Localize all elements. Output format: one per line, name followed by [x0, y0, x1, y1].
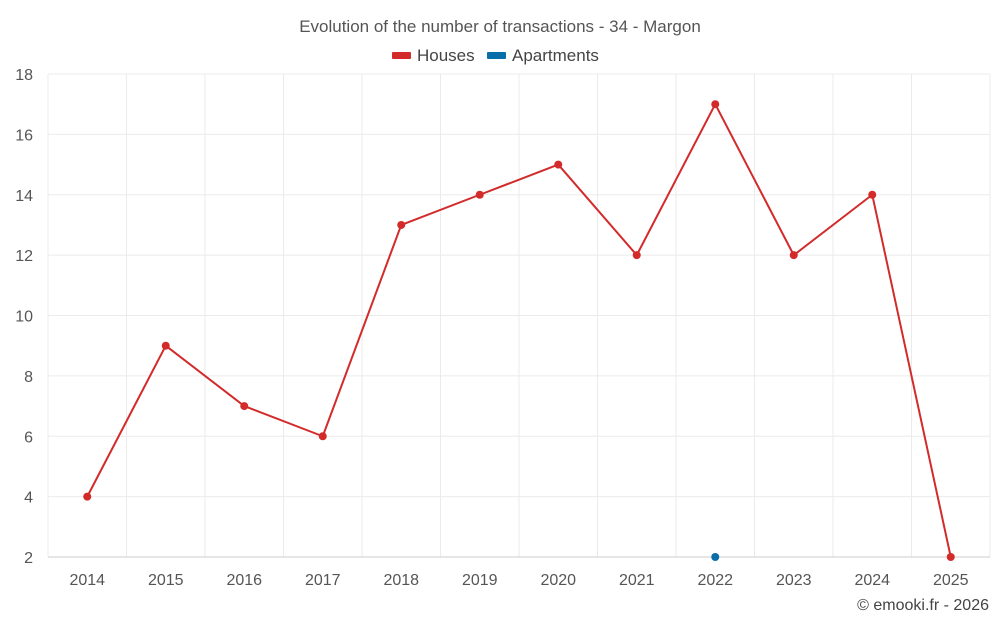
y-tick-label: 16	[15, 127, 33, 144]
data-point-houses-2023[interactable]: 2023: 12	[789, 251, 798, 260]
legend-label-apartments: Apartments	[512, 46, 599, 65]
y-tick-label: 2	[24, 550, 33, 567]
y-tick-label: 4	[24, 490, 33, 507]
data-point-houses-2017[interactable]: 2017: 6	[318, 432, 327, 441]
data-point-houses-2014[interactable]: 2014: 4	[83, 492, 92, 501]
x-tick-label: 2016	[226, 572, 262, 589]
series-layer: 2014: 4 2015: 9 2016: 7 2017: 6 2018: 13 2019…	[83, 100, 955, 561]
x-tick-label: 2024	[854, 572, 890, 589]
legend-swatch-apartments	[487, 52, 506, 59]
y-tick-label: 18	[15, 67, 33, 84]
legend-item-apartments[interactable]: Apartments	[487, 46, 599, 65]
series-houses: 2014: 4 2015: 9 2016: 7 2017: 6 2018: 13 2019…	[83, 100, 955, 561]
data-point-houses-2018[interactable]: 2018: 13	[397, 220, 406, 229]
y-tick-label: 10	[15, 309, 33, 326]
chart-title: Evolution of the number of transactions …	[299, 17, 701, 36]
x-tick-label: 2015	[148, 572, 184, 589]
x-tick-label: 2025	[933, 572, 969, 589]
x-tick-label: 2022	[697, 572, 733, 589]
data-point-houses-2021[interactable]: 2021: 12	[632, 251, 641, 260]
y-tick-label: 8	[24, 369, 33, 386]
y-tick-label: 6	[24, 429, 33, 446]
series-line-houses	[86, 103, 952, 558]
data-point-houses-2019[interactable]: 2019: 14	[475, 190, 484, 199]
data-point-houses-2025[interactable]: 2025: 2	[946, 553, 955, 561]
legend-item-houses[interactable]: Houses	[392, 46, 475, 65]
data-point-houses-2022[interactable]: 2022: 17	[711, 100, 720, 109]
x-tick-label: 2014	[69, 572, 105, 589]
data-point-houses-2016[interactable]: 2016: 7	[240, 402, 249, 411]
x-tick-label: 2017	[305, 572, 341, 589]
data-point-apartments-2022[interactable]: 2022: 2	[711, 553, 720, 561]
x-tick-label: 2021	[619, 572, 655, 589]
data-point-houses-2015[interactable]: 2015: 9	[161, 341, 170, 350]
legend-swatch-houses	[392, 52, 411, 59]
legend: Houses Apartments	[392, 46, 599, 65]
x-tick-label: 2019	[462, 572, 498, 589]
data-point-houses-2024[interactable]: 2024: 14	[868, 190, 877, 199]
x-tick-label: 2018	[383, 572, 419, 589]
y-tick-label: 14	[15, 188, 33, 205]
data-point-houses-2020[interactable]: 2020: 15	[554, 160, 563, 169]
x-tick-label: 2020	[540, 572, 576, 589]
x-tick-label: 2023	[776, 572, 812, 589]
series-apartments: 2022: 2	[711, 553, 720, 561]
legend-label-houses: Houses	[417, 46, 475, 65]
credit: © emooki.fr - 2026	[857, 597, 989, 614]
x-axis: 2014 2015 2016 2017 2018 2019 2020 2021 2022 2023…	[48, 556, 990, 589]
y-tick-label: 12	[15, 248, 33, 265]
grid	[47, 73, 991, 557]
y-axis: 2 4 6 8 10 12 14 16 18	[15, 67, 33, 567]
